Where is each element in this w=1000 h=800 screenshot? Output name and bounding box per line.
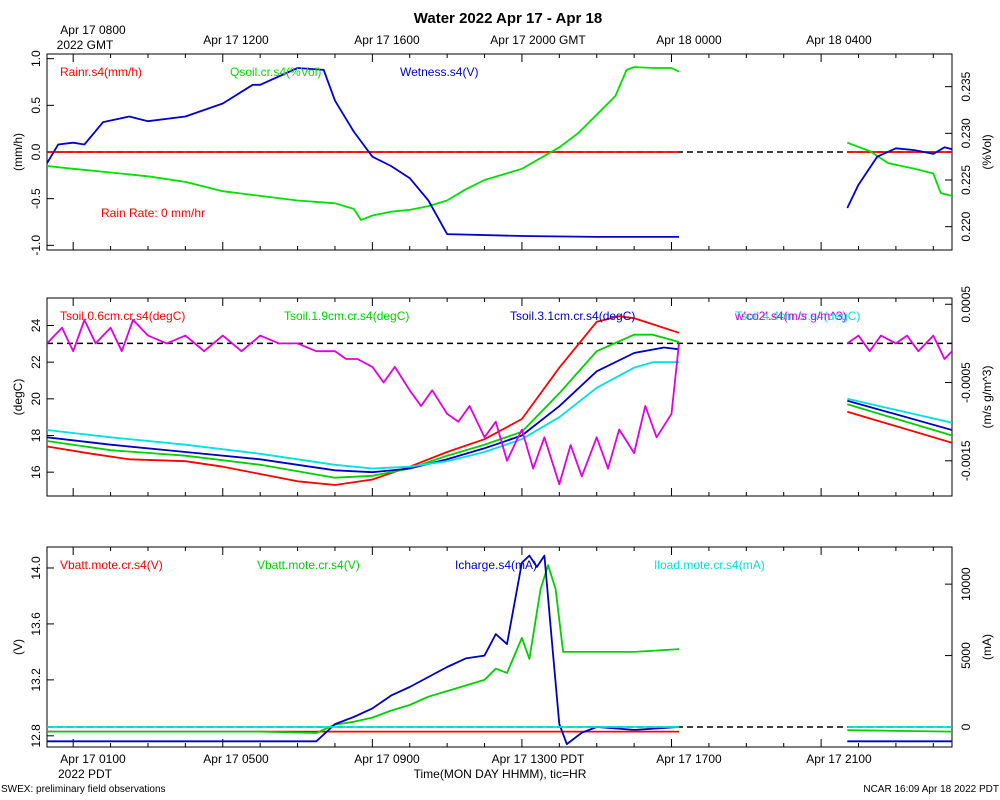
top-time-label: Apr 18 0400 [806,33,872,47]
y-right-tick-label: 0 [959,723,973,730]
x-axis-label: Time(MON DAY HHMM), tic=HR [414,767,587,781]
top-time-axis: Apr 17 0800 2022 GMT Apr 17 1200 Apr 17 … [57,23,872,52]
legend-entry: Vbatt.mote.cr.s4(V) [257,558,360,572]
y-right-tick-label: 5000 [959,642,973,669]
series-line [847,399,952,431]
top-time-sublabel: 2022 GMT [57,38,114,52]
legend-entry: Rainr.s4(mm/h) [60,65,142,79]
bottom-time-label: Apr 17 0900 [354,752,420,766]
bottom-time-axis: Apr 17 0100 Apr 17 0500 Apr 17 0900 Apr … [58,752,872,781]
y-right-tick-label: -0.0005 [959,362,973,403]
series-line [47,361,679,470]
chart-panel: 12.8 13.2 13.6 14.0 0 5000 10000 (V) (mA) Vbatt.m… [11,546,994,748]
chart-panel: 16 18 20 22 24 -0.0015 -0.0005 0.0005 (degC) (m/s… [11,286,994,497]
series-line [47,318,680,486]
top-time-label: Apr 18 0000 [656,33,722,47]
bottom-time-label: Apr 17 0100 [60,752,126,766]
bottom-time-label: Apr 17 1300 PDT [492,752,585,766]
series-line [47,564,680,734]
series-line [847,410,952,444]
y-right-tick-label: 0.230 [959,118,973,148]
y-right-axis-label: (%Vol) [980,134,994,169]
y-right-tick-label: 0.225 [959,165,973,195]
series-line [47,66,680,222]
chart-panel: -1.0 -0.5 0.0 0.5 1.0 0.220 0.225 0.230 0.235 (mm… [11,50,994,256]
bottom-time-label: Apr 17 2100 [806,752,872,766]
y-right-tick-label: 0.235 [959,71,973,101]
series-line [847,397,952,424]
footer-right: NCAR 16:09 Apr 18 2022 PDT [863,784,999,795]
legend-entry: Tsoil.0.6cm.cr.s4(degC) [60,309,185,323]
series-line [47,315,680,486]
chart-annotation: Rain Rate: 0 mm/hr [101,206,205,220]
y-right-tick-label: -0.0015 [959,440,973,481]
series-line [47,346,680,474]
legend-entry: Tsoil.4.4cm.cr.s4(degC) [735,309,860,323]
top-time-label: Apr 17 2000 GMT [490,33,586,47]
legend-entry: w'co2'.s4(m/s g/m^3) [734,309,847,323]
series-line [47,333,680,479]
y-left-axis-label: (V) [11,639,25,655]
series-line [846,141,952,197]
legend-entry: Icharge.s4(mA) [455,558,537,572]
y-left-tick-label: 13.6 [29,612,43,636]
y-left-tick-label: -1.0 [29,235,43,256]
legend-entry: Vbatt.mote.cr.s4(V) [60,558,163,572]
chart-title: Water 2022 Apr 17 - Apr 18 [414,10,602,27]
y-left-tick-label: 14.0 [29,556,43,580]
y-right-tick-label: 0.0005 [959,286,973,323]
legend-entry: Qsoil.cr.s4(%Vol) [230,65,321,79]
y-left-axis-label: (degC) [11,379,25,416]
top-time-label: Apr 17 1600 [354,33,420,47]
bottom-time-sublabel: 2022 PDT [58,767,113,781]
y-left-tick-label: 24 [29,319,43,333]
series-line [47,67,679,238]
y-left-tick-label: -0.5 [29,188,43,209]
series-line [846,334,952,360]
series-line [847,403,952,437]
legend-entry: Tsoil.3.1cm.cr.s4(degC) [510,309,635,323]
y-left-tick-label: 12.8 [29,724,43,748]
y-right-axis-label: (mA) [980,634,994,660]
y-left-tick-label: 18 [29,429,43,443]
series-line [847,729,952,733]
bottom-time-label: Apr 17 0500 [203,752,269,766]
plot-frame [46,297,953,497]
legend-entry: Wetness.s4(V) [400,65,478,79]
chart-panels: -1.0 -0.5 0.0 0.5 1.0 0.220 0.225 0.230 0.235 (mm… [11,50,994,748]
y-left-tick-label: 13.2 [29,668,43,692]
y-left-tick-label: 0.0 [29,143,43,160]
y-left-tick-label: 16 [29,465,43,479]
series-line [47,554,680,745]
y-left-tick-label: 1.0 [29,50,43,67]
top-time-label: Apr 17 1200 [203,33,269,47]
y-left-tick-label: 22 [29,355,43,369]
legend-entry: Iload.mote.cr.s4(mA) [654,558,765,572]
plot-frame [46,546,953,748]
bottom-time-label: Apr 17 1700 [656,752,722,766]
y-right-axis-label: (m/s g/m^3) [980,366,994,429]
y-left-axis-label: (mm/h) [11,133,25,171]
y-left-tick-label: 0.5 [29,97,43,114]
footer-left: SWEX: preliminary field observations [1,784,166,795]
y-right-tick-label: 0.220 [959,211,973,241]
legend-entry: Tsoil.1.9cm.cr.s4(degC) [284,309,409,323]
series-line [846,146,952,209]
y-right-tick-label: 10000 [959,567,973,601]
top-time-label: Apr 17 0800 [60,23,126,37]
y-left-tick-label: 20 [29,392,43,406]
